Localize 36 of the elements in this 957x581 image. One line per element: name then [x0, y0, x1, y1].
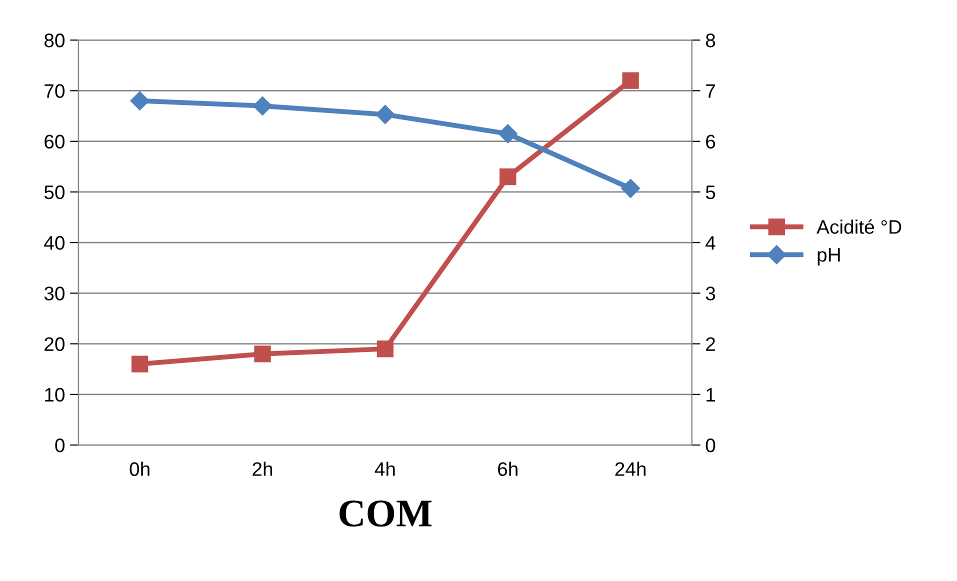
y2-tick-label: 7 [706, 84, 715, 98]
y-tick-label: 10 [45, 388, 65, 402]
y2-tick-label: 1 [706, 388, 715, 402]
x-tick-label: 0h [130, 462, 150, 476]
y-tick-label: 30 [44, 286, 65, 300]
legend-label: Acidité °D [816, 219, 902, 234]
point [252, 96, 272, 116]
point [376, 104, 395, 124]
point [500, 168, 516, 186]
x-tick-label: 4h [374, 462, 395, 476]
y-tick-label: 50 [44, 185, 65, 200]
x-tick-label: 24h [615, 462, 646, 476]
y-tick-label: 20 [44, 337, 65, 352]
y2-tick-label: 8 [706, 34, 716, 48]
x-tick-label: 6h [498, 462, 518, 476]
y2-tick-label: 3 [706, 286, 716, 300]
y2-tick-label: 6 [706, 134, 716, 149]
legend-label: pH [818, 248, 840, 266]
y-tick-label: 80 [44, 34, 65, 48]
y-tick-label: 0 [55, 438, 65, 452]
point [254, 346, 271, 362]
point [376, 340, 394, 358]
point [621, 178, 640, 198]
y-tick-label: 40 [44, 236, 65, 250]
x-tick-label: 2h [252, 462, 272, 476]
point [131, 356, 148, 372]
y-tick-label: 70 [44, 84, 65, 98]
y2-tick-label: 2 [706, 337, 715, 351]
y2-tick-label: 0 [706, 438, 716, 452]
point [130, 91, 150, 110]
x-axis-title: COM [340, 500, 432, 527]
y2-tick-label: 4 [706, 236, 716, 250]
y-tick-label: 60 [44, 134, 65, 149]
point [498, 124, 518, 144]
point [622, 72, 639, 89]
y2-tick-label: 5 [706, 186, 716, 200]
